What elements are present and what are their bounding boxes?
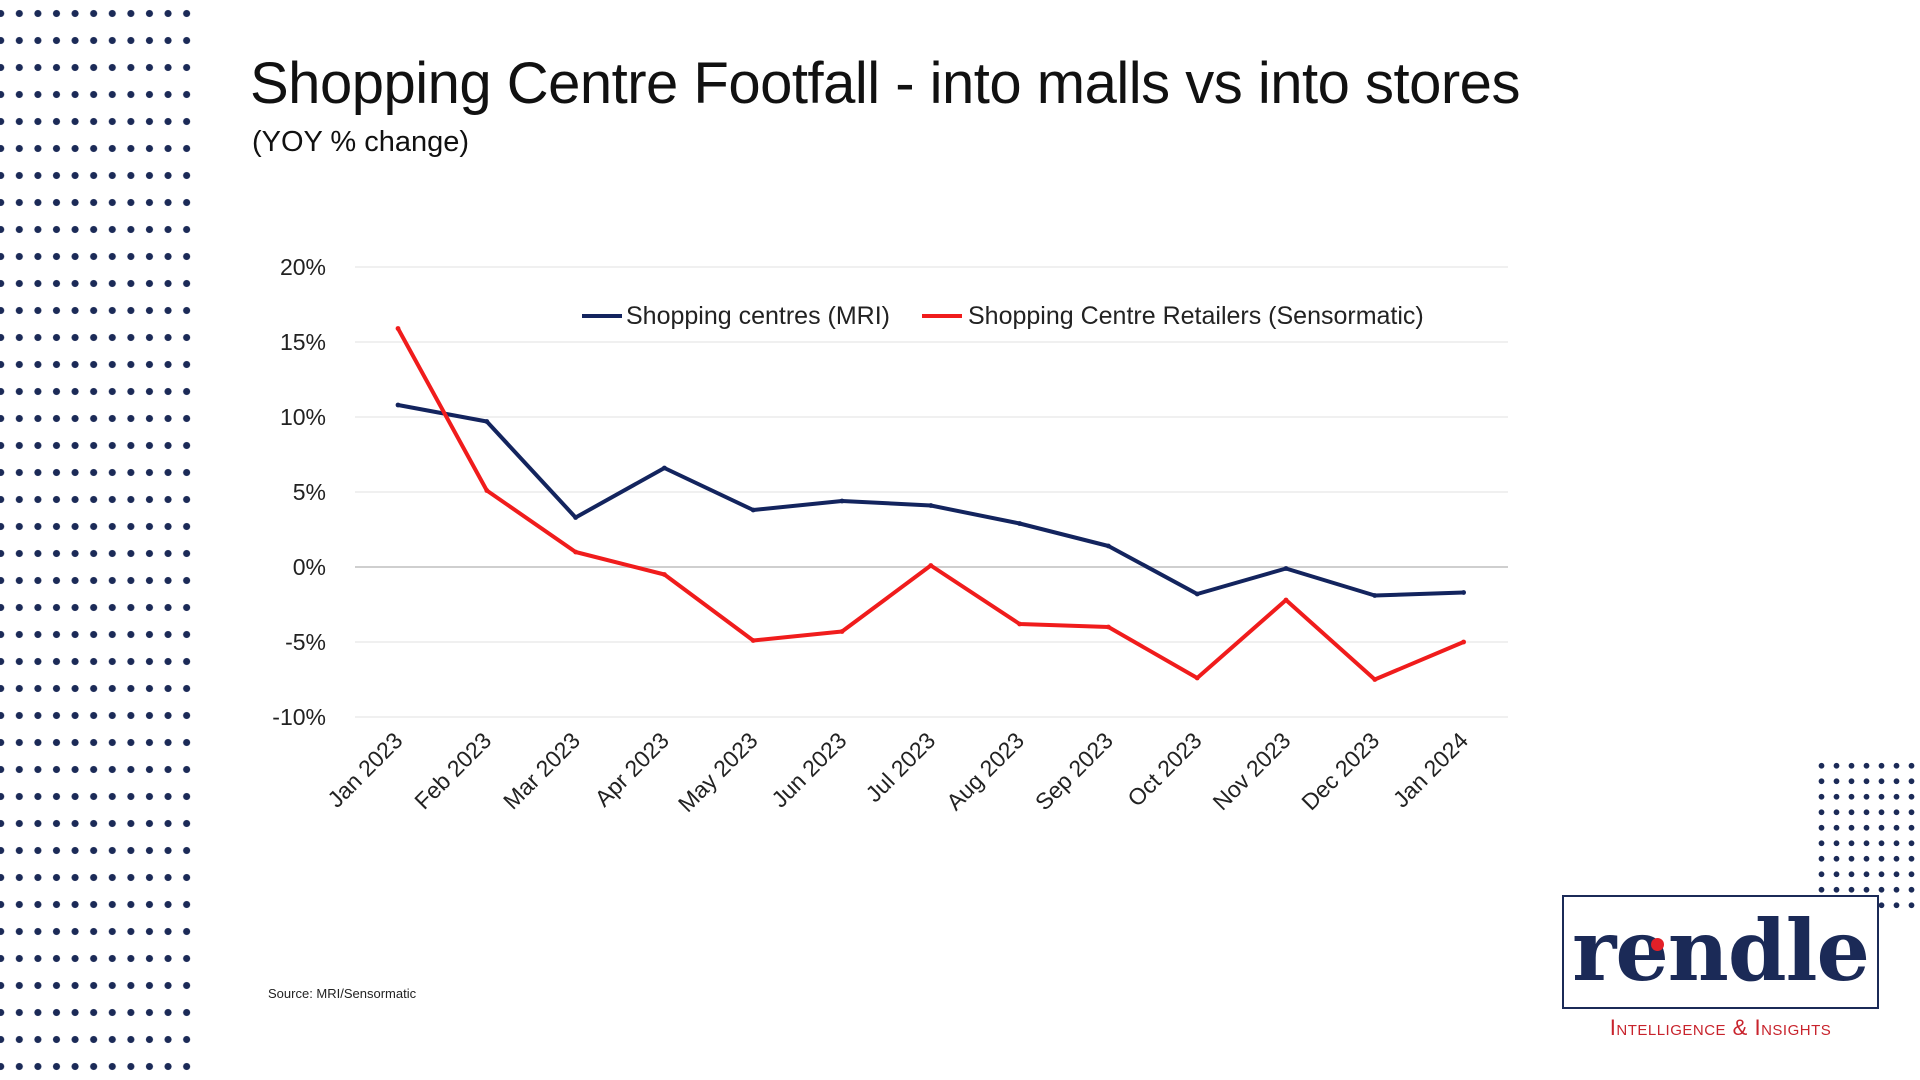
data-point — [395, 402, 401, 408]
decorative-dot-pattern-right — [1812, 756, 1920, 916]
data-point — [395, 326, 401, 331]
x-tick-label: Apr 2023 — [590, 727, 674, 811]
rendle-logo: rendle — [1562, 895, 1879, 1009]
data-point — [484, 419, 490, 424]
logo-accent-dot — [1651, 938, 1664, 951]
source-note: Source: MRI/Sensormatic — [268, 986, 417, 1001]
y-tick-label: 5% — [293, 479, 326, 505]
data-point — [1194, 591, 1200, 597]
data-point — [928, 503, 934, 508]
logo-tagline: Intelligence & Insights — [1609, 1015, 1832, 1040]
data-point — [839, 498, 845, 504]
slide-title: Shopping Centre Footfall - into malls vs… — [250, 51, 1520, 116]
x-tick-label: May 2023 — [673, 727, 763, 817]
data-point — [662, 572, 667, 577]
data-point — [928, 563, 934, 568]
slide-subtitle: (YOY % change) — [252, 126, 470, 158]
y-tick-label: 10% — [280, 404, 326, 430]
y-tick-label: -5% — [285, 629, 326, 655]
x-tick-label: Jan 2024 — [1388, 727, 1473, 812]
data-point — [573, 549, 578, 555]
x-tick-label: Jun 2023 — [766, 727, 851, 812]
y-tick-label: -10% — [272, 704, 326, 730]
data-point — [1017, 521, 1022, 526]
data-point — [750, 638, 756, 643]
data-point — [1283, 597, 1289, 603]
data-point — [1106, 543, 1111, 549]
x-tick-label: Mar 2023 — [498, 727, 585, 814]
data-point — [484, 488, 490, 493]
y-tick-label: 0% — [293, 554, 326, 580]
x-tick-label: Oct 2023 — [1122, 727, 1206, 811]
data-point — [573, 515, 578, 520]
x-tick-label: Aug 2023 — [941, 727, 1029, 815]
legend-label: Shopping centres (MRI) — [626, 302, 890, 330]
legend-label: Shopping Centre Retailers (Sensormatic) — [968, 302, 1424, 330]
data-point — [1194, 675, 1200, 681]
x-tick-label: Feb 2023 — [409, 727, 496, 814]
data-point — [1283, 566, 1289, 571]
data-point — [1017, 621, 1022, 627]
data-point — [839, 629, 845, 634]
data-point — [1106, 624, 1111, 630]
y-tick-label: 15% — [280, 329, 326, 355]
data-point — [1372, 677, 1378, 682]
x-tick-label: Jan 2023 — [322, 727, 407, 812]
data-point — [750, 507, 756, 513]
x-tick-label: Jul 2023 — [860, 727, 940, 807]
x-tick-label: Sep 2023 — [1030, 727, 1118, 815]
data-point — [1461, 590, 1466, 595]
x-tick-label: Dec 2023 — [1296, 727, 1384, 815]
x-tick-label: Nov 2023 — [1208, 727, 1296, 815]
logo-wordmark: rendle — [1572, 901, 1870, 1000]
y-tick-label: 20% — [280, 254, 326, 280]
data-point — [1461, 639, 1466, 645]
data-point — [662, 465, 667, 471]
decorative-dot-pattern-left — [0, 0, 195, 1080]
data-point — [1372, 593, 1378, 598]
